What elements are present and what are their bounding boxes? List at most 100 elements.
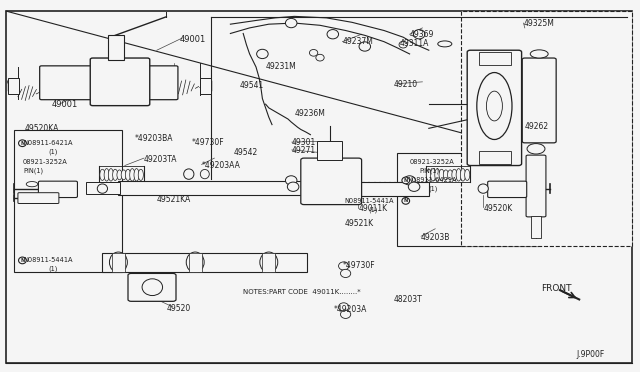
Bar [397,153,538,246]
FancyBboxPatch shape [526,155,546,217]
Bar [14,130,122,272]
Text: 48203T: 48203T [394,295,422,304]
Bar [317,141,342,160]
Ellipse shape [200,170,209,179]
Ellipse shape [530,50,548,58]
Text: 49520KA: 49520KA [24,124,59,133]
Ellipse shape [138,169,143,180]
Text: 49231M: 49231M [266,62,296,71]
FancyBboxPatch shape [522,58,556,143]
Ellipse shape [340,310,351,318]
Text: N08911-6421A: N08911-6421A [407,177,456,183]
Bar [200,78,211,94]
Ellipse shape [130,169,135,181]
Ellipse shape [527,144,545,154]
Ellipse shape [316,54,324,61]
Ellipse shape [97,184,108,193]
Ellipse shape [287,182,299,192]
Text: N08911-5441A: N08911-5441A [23,257,72,263]
Ellipse shape [431,169,436,181]
Ellipse shape [452,169,457,180]
Ellipse shape [184,169,194,179]
Text: (1): (1) [48,265,58,272]
Ellipse shape [477,73,512,140]
Text: (1): (1) [368,206,378,213]
Text: 08921-3252A: 08921-3252A [410,159,454,165]
Bar [531,216,541,238]
Ellipse shape [402,198,410,204]
Text: 49203TA: 49203TA [144,155,177,164]
Text: 49262: 49262 [525,122,549,131]
Ellipse shape [408,182,420,192]
Text: FRONT: FRONT [541,284,572,293]
Text: 49001: 49001 [51,100,77,109]
Ellipse shape [460,169,465,181]
Text: 49236M: 49236M [294,109,325,118]
Ellipse shape [439,169,444,180]
Ellipse shape [134,169,139,181]
Ellipse shape [113,169,118,180]
Bar [86,182,120,194]
Ellipse shape [340,269,351,278]
Ellipse shape [359,42,371,51]
Bar [262,253,275,272]
Text: 49541: 49541 [240,81,264,90]
Text: J.9P00F: J.9P00F [576,350,604,359]
Ellipse shape [339,262,349,270]
Ellipse shape [19,140,26,147]
Text: N08911-5441A: N08911-5441A [344,198,394,204]
Text: 49325M: 49325M [524,19,554,28]
FancyBboxPatch shape [40,66,178,100]
Bar [112,253,125,272]
Ellipse shape [260,252,278,272]
Ellipse shape [117,170,122,180]
Bar [108,35,124,60]
Ellipse shape [413,30,425,39]
Ellipse shape [327,30,339,39]
Text: 49521KA: 49521KA [157,195,191,203]
Bar [8,78,19,94]
FancyBboxPatch shape [488,181,527,198]
Text: 49520: 49520 [166,304,191,313]
Text: N: N [20,141,24,146]
Ellipse shape [8,78,15,85]
FancyBboxPatch shape [301,158,362,205]
Text: *49730F: *49730F [192,138,225,147]
Text: N: N [404,178,408,183]
FancyBboxPatch shape [128,273,176,301]
Text: 49001: 49001 [179,35,205,44]
Text: *49203BA: *49203BA [134,134,173,143]
FancyBboxPatch shape [38,181,77,198]
Ellipse shape [447,170,452,180]
Ellipse shape [478,184,488,193]
Text: 49520K: 49520K [483,204,513,213]
Bar [102,253,307,272]
Ellipse shape [465,169,470,180]
Text: *49203A: *49203A [334,305,367,314]
Text: 49301: 49301 [291,138,316,147]
Bar [346,182,429,196]
Text: 49203B: 49203B [421,233,451,242]
Text: 49237M: 49237M [342,37,373,46]
Text: 49542: 49542 [234,148,258,157]
Text: NOTES:PART CODE  49011K........*: NOTES:PART CODE 49011K........* [243,289,361,295]
Ellipse shape [108,169,113,181]
Text: 08921-3252A: 08921-3252A [23,159,68,165]
Text: PIN(1): PIN(1) [419,167,439,174]
FancyBboxPatch shape [18,193,59,203]
Text: PIN(1): PIN(1) [23,167,43,174]
Text: (1): (1) [48,148,58,155]
Ellipse shape [285,176,297,185]
Ellipse shape [19,257,26,264]
Text: (1): (1) [429,186,438,192]
Ellipse shape [444,170,449,180]
Ellipse shape [142,279,163,295]
Bar [118,181,346,195]
Text: 49311A: 49311A [400,39,429,48]
Text: 49521K: 49521K [344,219,374,228]
Ellipse shape [257,49,268,58]
Text: 49011K: 49011K [358,204,388,213]
Ellipse shape [438,41,452,47]
Ellipse shape [426,169,431,180]
Ellipse shape [399,41,408,48]
